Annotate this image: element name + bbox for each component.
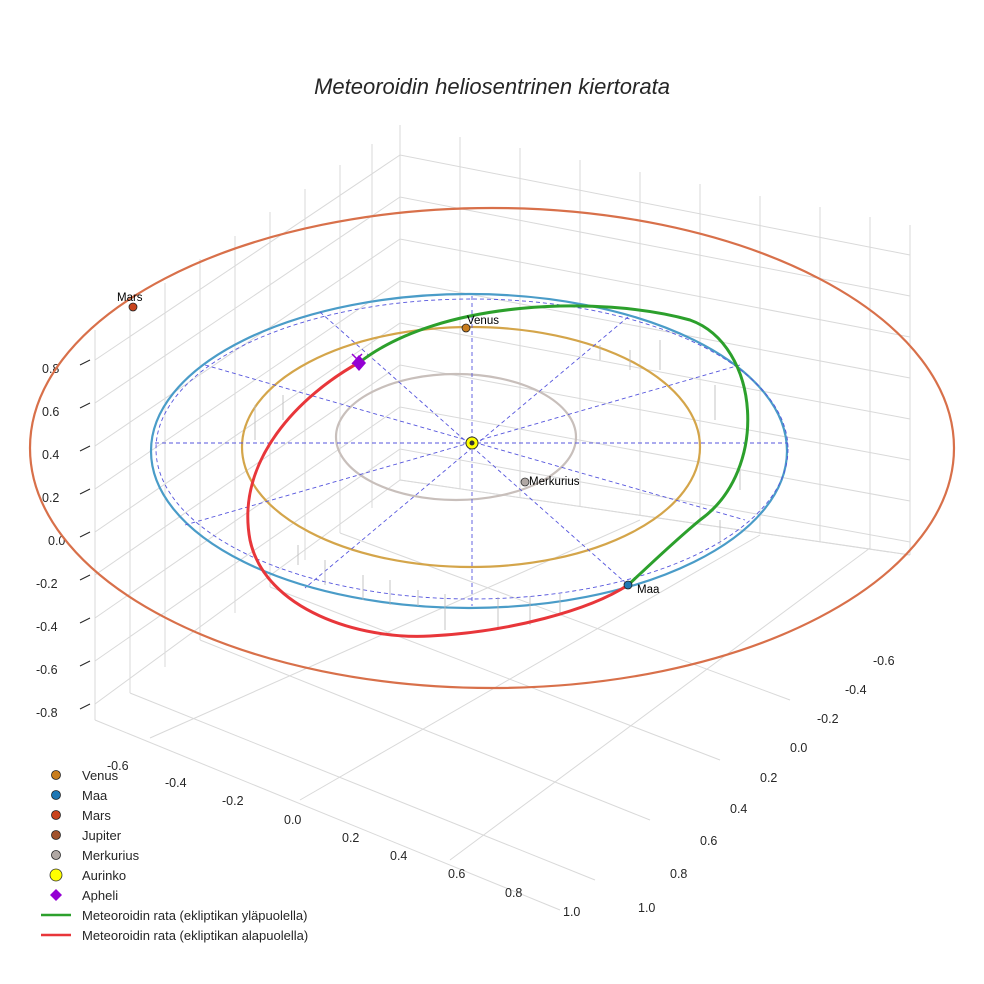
mars-orbit bbox=[28, 206, 956, 690]
meteoroid-orbit-below bbox=[246, 360, 629, 638]
earth-orbit bbox=[149, 292, 789, 610]
legend-item: Meteoroidin rata (ekliptikan alapuolella… bbox=[41, 927, 309, 943]
y-axis: -0.6 -0.4 -0.2 0.0 0.2 0.4 0.6 0.8 1.0 bbox=[638, 654, 895, 915]
svg-text:-0.6: -0.6 bbox=[36, 663, 58, 677]
svg-text:1.0: 1.0 bbox=[563, 905, 580, 919]
legend: Venus Maa Mars Jupiter Merkurius Aurinko… bbox=[38, 765, 308, 945]
svg-text:-0.6: -0.6 bbox=[873, 654, 895, 668]
earth-marker bbox=[623, 580, 633, 590]
svg-text:-0.8: -0.8 bbox=[36, 706, 58, 720]
x-axis: -0.6 -0.4 -0.2 0.0 0.2 0.4 0.6 0.8 1.0 bbox=[107, 759, 580, 919]
mars-marker bbox=[128, 302, 138, 312]
svg-text:0.6: 0.6 bbox=[448, 867, 465, 881]
venus-marker bbox=[461, 323, 471, 333]
legend-item: Meteoroidin rata (ekliptikan yläpuolella… bbox=[41, 907, 308, 923]
svg-text:0.6: 0.6 bbox=[42, 405, 59, 419]
planet-orbits bbox=[28, 206, 956, 690]
svg-text:0.8: 0.8 bbox=[42, 362, 59, 376]
legend-item: Venus bbox=[38, 765, 308, 785]
svg-text:0.0: 0.0 bbox=[790, 741, 807, 755]
svg-text:0.6: 0.6 bbox=[700, 834, 717, 848]
legend-item: Maa bbox=[38, 785, 308, 805]
venus-orbit bbox=[240, 325, 702, 569]
svg-text:-0.2: -0.2 bbox=[222, 794, 244, 808]
svg-text:-0.2: -0.2 bbox=[36, 577, 58, 591]
svg-text:0.0: 0.0 bbox=[284, 813, 301, 827]
svg-text:-0.4: -0.4 bbox=[845, 683, 867, 697]
aphelion-marker bbox=[352, 355, 366, 371]
svg-text:1.0: 1.0 bbox=[638, 901, 655, 915]
svg-text:0.2: 0.2 bbox=[342, 831, 359, 845]
svg-text:-0.4: -0.4 bbox=[36, 620, 58, 634]
legend-item: Apheli bbox=[38, 885, 308, 905]
planets: Venus Merkurius Maa Mars bbox=[117, 292, 660, 596]
mercury-marker bbox=[520, 477, 530, 487]
legend-item: Merkurius bbox=[38, 845, 308, 865]
mercury-orbit bbox=[334, 372, 578, 502]
svg-text:-0.2: -0.2 bbox=[817, 712, 839, 726]
meteoroid-orbit-above bbox=[359, 304, 750, 587]
legend-item: Aurinko bbox=[38, 865, 308, 885]
svg-text:0.8: 0.8 bbox=[670, 867, 687, 881]
svg-text:Mars: Mars bbox=[117, 292, 143, 304]
svg-text:0.8: 0.8 bbox=[505, 886, 522, 900]
legend-item: Mars bbox=[38, 805, 308, 825]
svg-text:-0.6: -0.6 bbox=[107, 759, 129, 773]
svg-text:Merkurius: Merkurius bbox=[529, 476, 580, 488]
svg-text:0.0: 0.0 bbox=[48, 534, 65, 548]
svg-text:0.2: 0.2 bbox=[42, 491, 59, 505]
svg-text:Venus: Venus bbox=[467, 315, 499, 327]
droplines bbox=[254, 340, 741, 630]
aphelion-cross bbox=[351, 353, 363, 365]
chart-title: Meteoroidin heliosentrinen kiertorata bbox=[314, 74, 670, 99]
svg-text:0.4: 0.4 bbox=[390, 849, 407, 863]
svg-text:-0.4: -0.4 bbox=[165, 776, 187, 790]
legend-item: Jupiter bbox=[38, 825, 308, 845]
z-axis: 0.8 0.6 0.4 0.2 0.0 -0.2 -0.4 -0.6 -0.8 bbox=[36, 359, 91, 720]
svg-text:0.4: 0.4 bbox=[42, 448, 59, 462]
svg-text:Maa: Maa bbox=[637, 584, 660, 596]
svg-text:0.4: 0.4 bbox=[730, 802, 747, 816]
svg-text:0.2: 0.2 bbox=[760, 771, 777, 785]
